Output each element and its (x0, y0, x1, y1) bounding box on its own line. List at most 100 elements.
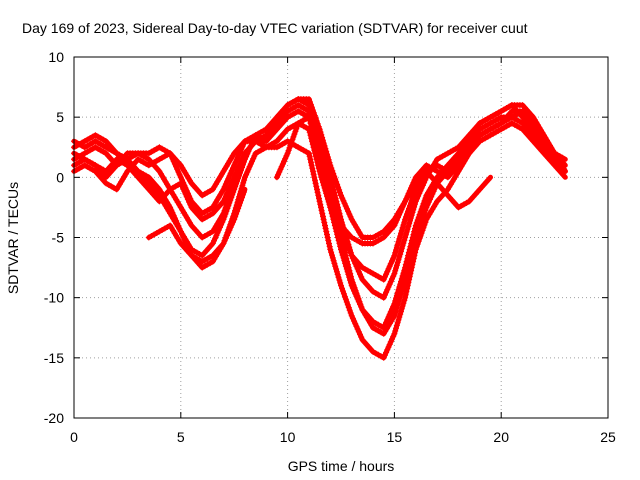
data-point (325, 156, 332, 163)
data-point (385, 344, 392, 351)
data-point (323, 190, 330, 197)
data-point (397, 233, 404, 240)
data-point (351, 318, 358, 325)
data-point (340, 290, 347, 297)
data-point (392, 267, 399, 274)
data-point (245, 166, 252, 173)
data-point (345, 208, 352, 215)
data-point (227, 170, 234, 177)
data-point (399, 242, 406, 249)
data-point (180, 179, 187, 186)
data-point (336, 277, 343, 284)
data-point (335, 237, 342, 244)
data-point (409, 234, 416, 241)
data-point (294, 122, 301, 129)
data-point (179, 177, 185, 183)
data-point (309, 165, 316, 172)
data-point (385, 314, 392, 321)
data-point (336, 210, 343, 217)
data-point (400, 300, 407, 307)
data-point (401, 219, 408, 226)
data-point (387, 278, 394, 285)
data-point (344, 268, 351, 275)
data-point (397, 311, 404, 318)
data-point (338, 228, 344, 235)
data-point (221, 195, 228, 202)
data-point (320, 213, 326, 220)
x-tick-label: 5 (177, 429, 185, 445)
data-point (398, 230, 404, 237)
data-point (228, 221, 235, 228)
data-point (339, 285, 345, 292)
data-point (389, 275, 395, 282)
data-point (326, 159, 333, 166)
data-point (332, 195, 339, 202)
data-point (395, 238, 402, 245)
data-point (418, 185, 425, 191)
data-point (316, 126, 323, 133)
series-pass-7 (145, 186, 248, 265)
data-point (415, 193, 422, 200)
data-point (284, 150, 291, 157)
data-point (405, 252, 412, 259)
data-point (306, 126, 312, 133)
data-point (342, 203, 349, 210)
data-point (327, 246, 334, 253)
data-point (312, 115, 319, 122)
data-point (417, 187, 424, 194)
data-point (322, 145, 329, 152)
data-point (396, 253, 403, 260)
data-point (328, 165, 335, 171)
data-point (381, 292, 388, 298)
data-point (310, 171, 317, 178)
data-point (337, 279, 344, 286)
data-point (397, 281, 404, 288)
data-point (319, 134, 326, 141)
data-point (324, 193, 330, 200)
data-point (324, 154, 331, 160)
data-point (319, 210, 326, 217)
data-point (348, 282, 355, 289)
data-point (398, 308, 404, 315)
data-point (221, 237, 228, 244)
data-point (392, 249, 399, 256)
data-point (279, 161, 286, 167)
data-point (246, 163, 253, 170)
data-point (418, 206, 425, 213)
data-point (412, 222, 419, 229)
data-point (405, 223, 412, 230)
data-point (307, 156, 314, 163)
data-point (383, 319, 390, 326)
data-point (312, 150, 319, 157)
data-point (213, 232, 220, 239)
data-point (244, 169, 251, 175)
data-point (232, 213, 239, 220)
data-point (341, 200, 348, 207)
data-point (319, 137, 326, 144)
data-point (289, 136, 296, 143)
data-point (276, 169, 283, 175)
data-point (403, 228, 410, 235)
data-point (233, 169, 240, 175)
data-point (319, 179, 326, 186)
data-point (339, 288, 346, 295)
data-point (240, 152, 247, 159)
data-point (306, 153, 313, 160)
data-point (223, 202, 230, 209)
data-point (220, 198, 227, 205)
data-point (355, 268, 362, 275)
data-point (329, 254, 336, 261)
data-point (406, 202, 413, 209)
data-point (342, 239, 349, 246)
data-point (407, 217, 413, 224)
data-point (316, 198, 323, 205)
data-point (177, 174, 184, 181)
data-point (354, 296, 361, 302)
data-point (322, 187, 329, 194)
data-point (347, 213, 354, 220)
data-point (182, 185, 189, 191)
data-point (338, 249, 345, 256)
data-point (401, 297, 408, 304)
data-point (402, 261, 409, 268)
